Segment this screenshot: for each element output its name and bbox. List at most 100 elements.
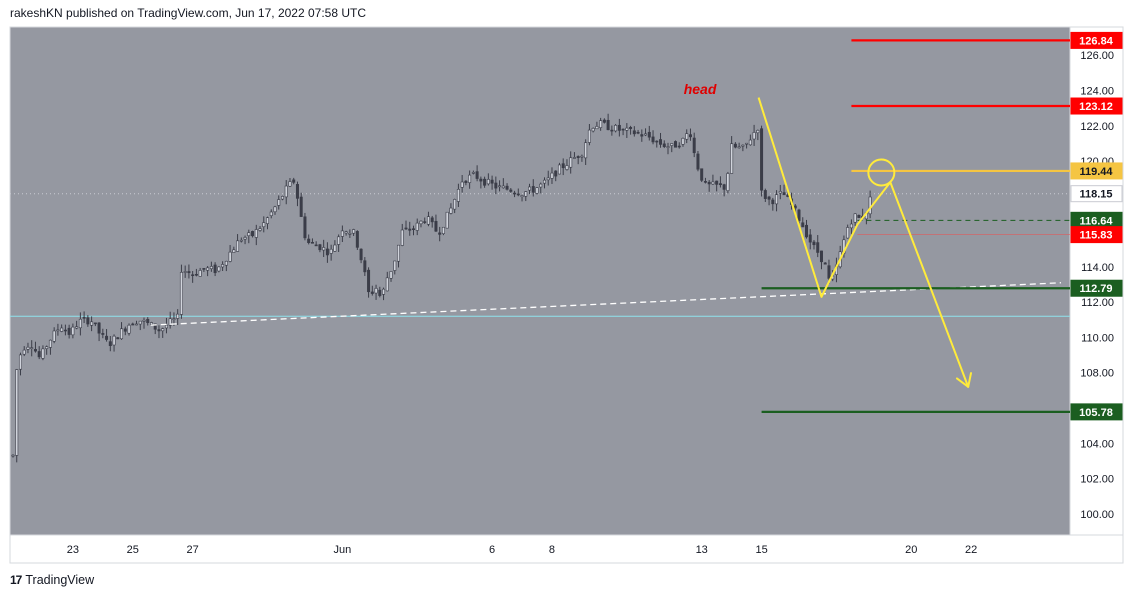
candle-body <box>572 157 576 159</box>
candle-body <box>621 128 625 131</box>
candle-body <box>528 186 532 191</box>
candle-body <box>756 130 760 134</box>
candle-body <box>535 187 539 194</box>
candle-body <box>569 157 573 168</box>
price-tag-label: 116.64 <box>1079 215 1113 227</box>
head-label: head <box>684 81 717 97</box>
candle-body <box>498 185 502 188</box>
candle-body <box>116 337 120 340</box>
publish-info: rakeshKN published on TradingView.com, J… <box>10 6 366 20</box>
candle-body <box>37 351 41 358</box>
candle-body <box>752 132 756 140</box>
candle-body <box>539 183 543 188</box>
candle-body <box>86 317 90 325</box>
candle-body <box>288 181 292 187</box>
candle-body <box>584 142 588 159</box>
candle-body <box>726 173 730 191</box>
candle-body <box>730 143 734 174</box>
price-tag-bg <box>1070 185 1123 203</box>
candle-body <box>41 348 45 359</box>
price-tag-label: 118.15 <box>1079 189 1112 201</box>
candle-body <box>819 250 823 263</box>
candle-body <box>670 143 674 146</box>
yellow-arrowhead <box>967 372 972 388</box>
candle-body <box>801 222 805 228</box>
candle-body <box>423 221 427 223</box>
tradingview-logo[interactable]: 17 TradingView <box>10 573 94 587</box>
price-tag-bg <box>1070 403 1123 421</box>
x-tick-label: 8 <box>549 544 555 556</box>
candle-body <box>760 128 764 191</box>
candle-body <box>11 454 15 457</box>
price-tag-bg <box>1070 226 1123 244</box>
candle-body <box>546 177 550 181</box>
plot-area[interactable] <box>10 27 1070 535</box>
candle-body <box>587 129 591 143</box>
candle-body <box>344 231 348 234</box>
candle-body <box>149 322 153 325</box>
candle-body <box>393 260 397 271</box>
candle-body <box>194 273 198 276</box>
candle-body <box>419 220 423 225</box>
candle-body <box>355 231 359 248</box>
candle-body <box>782 192 786 196</box>
neckline <box>150 282 1062 326</box>
candle-body <box>490 179 494 184</box>
candlestick-series <box>11 113 872 463</box>
candle-body <box>408 228 412 231</box>
candle-body <box>475 171 479 179</box>
candle-body <box>367 269 371 293</box>
candle-body <box>677 145 681 148</box>
candle-body <box>445 211 449 229</box>
candle-body <box>737 146 741 149</box>
price-tag-label: 115.83 <box>1079 230 1112 242</box>
candle-body <box>101 333 105 335</box>
candle-body <box>602 119 606 123</box>
time-axis[interactable] <box>10 535 1070 563</box>
candle-body <box>138 320 142 325</box>
price-tag-label: 112.79 <box>1079 283 1112 295</box>
candle-body <box>700 168 704 181</box>
candle-body <box>176 313 180 319</box>
candle-body <box>105 335 109 340</box>
candle-body <box>666 146 670 148</box>
candle-body <box>228 251 232 262</box>
candle-body <box>812 241 816 246</box>
price-tag-bg <box>1070 31 1123 49</box>
candle-body <box>644 133 648 136</box>
y-tick-label: 108.00 <box>1080 368 1114 380</box>
y-tick-label: 110.00 <box>1081 332 1114 344</box>
candle-body <box>236 240 240 252</box>
candle-body <box>363 260 367 273</box>
yellow-circle <box>867 158 896 187</box>
candle-body <box>243 237 247 240</box>
candle-body <box>681 137 685 145</box>
candle-body <box>778 191 782 194</box>
candle-body <box>63 329 67 332</box>
y-tick-label: 102.00 <box>1080 474 1114 486</box>
candle-body <box>157 329 161 332</box>
candle-body <box>93 322 97 325</box>
candle-body <box>827 265 831 279</box>
candle-body <box>456 189 460 202</box>
candle-body <box>127 324 131 334</box>
price-tag-label: 119.44 <box>1079 166 1113 178</box>
candle-body <box>722 184 726 190</box>
candle-body <box>52 330 56 342</box>
candle-body <box>659 139 663 145</box>
y-tick-label: 126.00 <box>1080 50 1114 62</box>
candle-body <box>359 248 363 261</box>
yellow-zigzag <box>757 97 970 388</box>
candle-body <box>18 354 22 370</box>
candle-body <box>269 211 273 216</box>
candle-body <box>524 191 528 197</box>
candle-body <box>385 277 389 292</box>
candle-body <box>108 341 112 346</box>
y-tick-label: 112.00 <box>1081 297 1114 309</box>
candle-body <box>479 178 483 182</box>
candle-body <box>187 271 191 274</box>
candle-body <box>400 229 404 246</box>
tradingview-wordmark: TradingView <box>25 573 95 587</box>
candle-body <box>22 349 26 355</box>
